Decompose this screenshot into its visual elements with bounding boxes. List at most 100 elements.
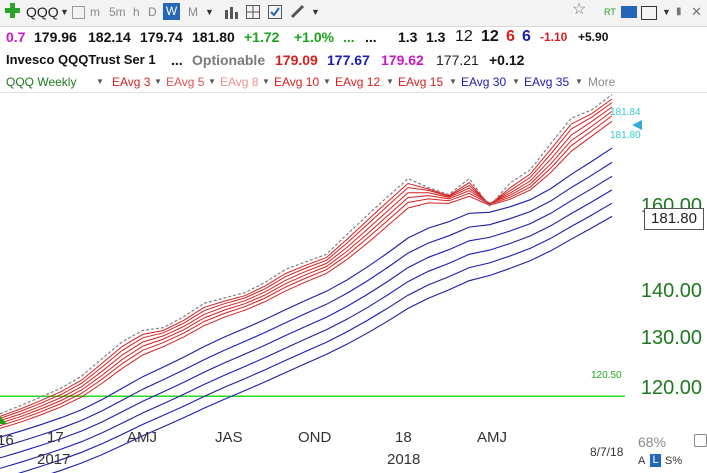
ema-line bbox=[0, 106, 613, 422]
legend-qqq-weekly[interactable]: QQQ Weekly bbox=[6, 75, 77, 89]
y-axis-label: 120.00 bbox=[640, 377, 702, 399]
add-symbol-icon[interactable] bbox=[5, 3, 20, 18]
ema-line bbox=[0, 175, 613, 459]
optionable-label: Optionable bbox=[192, 52, 266, 68]
ema-line bbox=[0, 98, 613, 417]
ema-line bbox=[0, 115, 613, 427]
indicator-legend: QQQ Weekly ▼ EAvg 3 ▼ EAvg 5 ▼ EAvg 8 ▼ … bbox=[0, 72, 707, 93]
quote-value-6: 6 bbox=[522, 28, 531, 45]
x-axis-label: OND bbox=[298, 429, 332, 446]
x-axis-label: AMJ bbox=[127, 429, 157, 446]
legend-eavg5[interactable]: EAvg 5 bbox=[166, 75, 205, 89]
pencil-icon[interactable] bbox=[290, 4, 305, 19]
price-line bbox=[0, 94, 613, 415]
quote-dots-2: ... bbox=[365, 29, 377, 45]
timeframe-1min[interactable]: m bbox=[90, 5, 100, 19]
top-label-1: 181.84 bbox=[610, 107, 641, 118]
scale-button-a[interactable]: A bbox=[638, 455, 646, 467]
legend-eavg15[interactable]: EAvg 15 bbox=[398, 75, 444, 89]
zoom-label[interactable]: 68% bbox=[638, 434, 667, 450]
legend-eavg3[interactable]: EAvg 3 bbox=[112, 75, 151, 89]
legend-dropdown-icon[interactable]: ▼ bbox=[386, 77, 394, 86]
ema-line bbox=[0, 147, 613, 438]
quote-value-1: 1.3 bbox=[398, 29, 418, 45]
timeframe-weekly[interactable]: W bbox=[163, 3, 180, 20]
legend-dropdown-icon[interactable]: ▼ bbox=[154, 77, 162, 86]
chart-toolbar: QQQ ▼ m 5m h D W M ▼ ▼ ☆ RT ▼ ▮ ✕ bbox=[0, 0, 707, 27]
info-value-blue: 177.67 bbox=[327, 52, 370, 68]
legend-dropdown-icon[interactable]: ▼ bbox=[323, 77, 331, 86]
ema-line bbox=[0, 120, 613, 429]
legend-more[interactable]: More bbox=[588, 75, 616, 89]
scale-button-pct[interactable]: S% bbox=[665, 455, 683, 467]
legend-dropdown-icon[interactable]: ▼ bbox=[96, 77, 104, 86]
quote-high: 182.14 bbox=[88, 29, 131, 45]
quote-value-7: -1.10 bbox=[540, 30, 568, 44]
checkbox-icon[interactable] bbox=[268, 5, 282, 19]
legend-eavg8[interactable]: EAvg 8 bbox=[220, 75, 259, 89]
x-axis-label: AMJ bbox=[477, 429, 507, 446]
date-label: 8/7/18 bbox=[590, 445, 624, 459]
quote-open: 179.96 bbox=[34, 29, 77, 45]
symbol-label[interactable]: QQQ bbox=[26, 4, 59, 20]
timeframe-daily[interactable]: D bbox=[148, 5, 157, 19]
pin-icon[interactable]: ▮ bbox=[676, 6, 682, 17]
legend-dropdown-icon[interactable]: ▼ bbox=[208, 77, 216, 86]
quote-change: +1.72 bbox=[244, 29, 280, 45]
current-price-box: 181.80 bbox=[644, 208, 704, 230]
ema-line bbox=[0, 189, 613, 469]
scan-icon[interactable] bbox=[621, 6, 637, 18]
info-value-red: 179.09 bbox=[275, 52, 318, 68]
quote-value-3: 12 bbox=[455, 28, 473, 45]
quote-value-2: 1.3 bbox=[426, 29, 446, 45]
x-axis-label: 18 bbox=[395, 429, 412, 446]
x-axis-left-label: 16 bbox=[0, 432, 14, 449]
info-value-magenta: 179.62 bbox=[381, 52, 424, 68]
quote-value-4: 12 bbox=[481, 28, 499, 45]
quote-change-pct: +1.0% bbox=[294, 29, 335, 45]
more-tools-dropdown-icon[interactable]: ▼ bbox=[311, 7, 320, 17]
info-value-black: 177.21 bbox=[436, 52, 479, 68]
legend-eavg35[interactable]: EAvg 35 bbox=[524, 75, 570, 89]
bar-chart-icon[interactable] bbox=[224, 5, 239, 19]
settings-icon[interactable] bbox=[694, 434, 707, 447]
chart-plot[interactable] bbox=[0, 92, 707, 473]
more-dropdown-icon[interactable]: ▼ bbox=[662, 7, 671, 17]
legend-eavg30[interactable]: EAvg 30 bbox=[461, 75, 507, 89]
timeframe-5min[interactable]: 5m bbox=[109, 5, 126, 19]
legend-dropdown-icon[interactable]: ▼ bbox=[575, 77, 583, 86]
timeframe-dropdown-icon[interactable]: ▼ bbox=[205, 7, 214, 17]
legend-dropdown-icon[interactable]: ▼ bbox=[262, 77, 270, 86]
toggle-icon[interactable] bbox=[641, 6, 657, 20]
quote-row: 0.7 179.96 182.14 179.74 181.80 +1.72 +1… bbox=[0, 26, 707, 48]
ema-line bbox=[0, 110, 613, 424]
top-label-2: 181.80 bbox=[610, 130, 641, 141]
quote-value-5: 6 bbox=[506, 28, 515, 45]
quote-dots-1: ... bbox=[343, 29, 355, 45]
timeframe-monthly[interactable]: M bbox=[188, 5, 198, 19]
hline-label: 120.50 bbox=[591, 370, 622, 381]
legend-eavg10[interactable]: EAvg 10 bbox=[274, 75, 320, 89]
close-icon[interactable]: ✕ bbox=[691, 4, 702, 19]
legend-dropdown-icon[interactable]: ▼ bbox=[449, 77, 457, 86]
ema-line bbox=[0, 161, 613, 449]
price-chart[interactable]: 160.00 140.00 130.00 120.00 181.84 181.8… bbox=[0, 92, 707, 473]
symbol-dropdown-icon[interactable]: ▼ bbox=[60, 7, 69, 17]
split-view-icon[interactable] bbox=[72, 6, 85, 19]
grid-icon[interactable] bbox=[246, 5, 260, 19]
start-marker bbox=[0, 416, 7, 424]
current-price-marker bbox=[632, 120, 642, 130]
ema-line bbox=[0, 102, 613, 419]
legend-dropdown-icon[interactable]: ▼ bbox=[512, 77, 520, 86]
legend-eavg12[interactable]: EAvg 12 bbox=[335, 75, 381, 89]
info-change: +0.12 bbox=[489, 52, 525, 68]
rt-label[interactable]: RT bbox=[604, 7, 616, 17]
y-axis-label: 140.00 bbox=[640, 280, 702, 302]
timeframe-hourly[interactable]: h bbox=[133, 5, 140, 19]
scale-button-l[interactable]: L bbox=[650, 454, 661, 467]
quote-value-8: +5.90 bbox=[578, 30, 609, 44]
year-label: 2018 bbox=[387, 451, 421, 468]
security-name: Invesco QQQTrust Ser 1 bbox=[6, 52, 156, 67]
x-axis-label: 17 bbox=[47, 429, 64, 446]
star-icon[interactable]: ☆ bbox=[572, 1, 587, 18]
